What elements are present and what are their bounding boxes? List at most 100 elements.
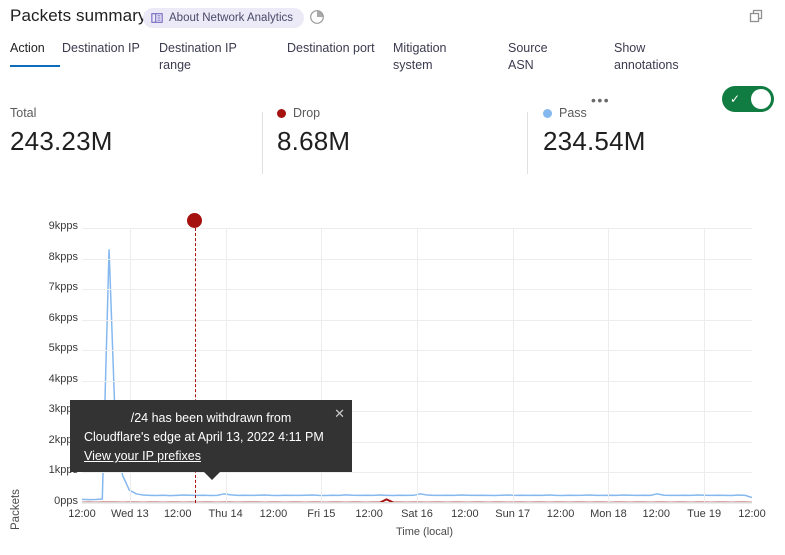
x-axis-ticks: 12:00 Wed 13 12:00 Thu 14 12:00 Fri 15 12:00 Sa… <box>0 508 785 526</box>
clock-pie-icon[interactable] <box>309 9 325 25</box>
gridline-vertical <box>129 228 131 503</box>
close-icon[interactable]: ✕ <box>334 406 345 421</box>
x-axis-tick: Wed 13 <box>110 508 149 520</box>
tab-action[interactable]: Action <box>10 40 60 67</box>
filter-tab-bar: Action Destination IP Destination IP ran… <box>0 40 785 112</box>
y-axis-tick: 9kpps <box>48 220 78 232</box>
tab-label: Source ASN <box>508 41 548 72</box>
x-axis-tick: Fri 15 <box>307 508 336 520</box>
tab-show-annotations[interactable]: Show annotations <box>614 40 698 78</box>
stat-divider <box>527 112 528 174</box>
more-options-icon[interactable]: ••• <box>591 92 611 108</box>
stat-pass-value: 234.54M <box>543 126 646 156</box>
y-axis-tick: 8kpps <box>48 250 78 263</box>
gridline-vertical <box>321 228 323 503</box>
show-annotations-toggle[interactable]: ✓ <box>722 86 774 112</box>
x-axis-label-text: Time (local) <box>395 526 454 538</box>
x-axis-tick: 12:00 <box>451 508 479 520</box>
tab-label: Destination IP <box>62 41 140 55</box>
stat-label: Total <box>10 106 113 120</box>
gridline-horizontal <box>82 228 752 229</box>
x-axis-tick: Thu 14 <box>208 508 243 520</box>
x-axis-line <box>82 502 752 503</box>
stat-total-label: Total <box>10 106 37 120</box>
annotation-dashed-line <box>194 228 196 503</box>
y-axis-tick: 6kpps <box>48 311 78 324</box>
gridline-horizontal <box>82 472 752 474</box>
summary-stats: Total 243.23M Drop 8.68M Pass 234.54M <box>0 106 785 178</box>
tab-label: Mitigation system <box>393 41 447 72</box>
stat-pass: Pass 234.54M <box>543 106 646 157</box>
stat-drop-value: 8.68M <box>277 126 351 156</box>
stat-label: Drop <box>277 106 350 120</box>
y-axis-tick: 0pps <box>54 495 78 507</box>
packets-timeseries-chart: Packets 0pps 1kpps 2kpps 3kpps 4kpps 5kpps 6kp… <box>0 200 785 555</box>
gridline-vertical <box>417 228 418 503</box>
x-axis-tick: 12:00 <box>738 508 766 520</box>
tab-source-asn[interactable]: Source ASN <box>508 40 570 78</box>
gridline-vertical <box>512 228 514 503</box>
y-axis-tick: 2kpps <box>48 433 78 446</box>
gridline-horizontal <box>82 319 752 321</box>
about-network-analytics-badge[interactable]: About Network Analytics <box>143 8 305 28</box>
gridline-vertical <box>704 228 706 503</box>
view-ip-prefixes-link[interactable]: View your IP prefixes <box>84 449 201 463</box>
gridline-horizontal <box>82 350 752 352</box>
x-axis-tick: Mon 18 <box>590 508 627 520</box>
x-axis-label: Time (local) <box>0 526 785 538</box>
stat-total-value: 243.23M <box>10 126 113 156</box>
copy-window-icon[interactable] <box>748 8 766 26</box>
tooltip-line-1: /24 has been withdrawn from <box>130 411 292 425</box>
x-axis-tick: Tue 19 <box>687 508 722 520</box>
page-title: Packets summary <box>10 6 147 25</box>
tab-label: Show annotations <box>614 41 679 72</box>
gridline-horizontal <box>82 380 752 382</box>
chart-plot-area[interactable] <box>82 213 752 504</box>
stat-drop-label: Drop <box>293 106 321 120</box>
x-axis-tick: 12:00 <box>259 508 288 520</box>
stat-drop: Drop 8.68M <box>277 106 350 157</box>
y-axis-tick: 1kpps <box>48 464 78 477</box>
stat-total: Total 243.23M <box>10 106 113 157</box>
stat-label: Pass <box>543 106 646 120</box>
pass-legend-dot <box>543 108 552 118</box>
gridline-horizontal <box>82 258 752 260</box>
tab-active-underline <box>10 65 60 67</box>
gridline-horizontal <box>82 503 752 504</box>
y-axis-ticks: 0pps 1kpps 2kpps 3kpps 4kpps 5kpps 6kpps 7kpps 8… <box>8 200 78 520</box>
x-axis-tick: 12:00 <box>163 508 192 520</box>
tab-mitigation-system[interactable]: Mitigation system <box>393 40 473 78</box>
tab-destination-port[interactable]: Destination port <box>287 40 375 61</box>
drop-legend-dot <box>277 108 286 118</box>
annotation-tooltip: ✕ /24 has been withdrawn from Cloudflare… <box>70 400 352 480</box>
gridline-horizontal <box>82 441 752 443</box>
about-badge-label: About Network Analytics <box>169 12 294 24</box>
y-axis-tick: 3kpps <box>48 403 78 416</box>
gridline-horizontal <box>82 289 752 291</box>
book-icon <box>151 12 163 24</box>
stat-divider <box>262 112 263 174</box>
tooltip-line-2: Cloudflare's edge at April 13, 2022 4:11… <box>84 430 324 444</box>
tab-label: Destination IP range <box>159 41 237 72</box>
y-axis-tick: 4kpps <box>48 372 78 385</box>
gridline-horizontal <box>82 411 752 413</box>
gridline-vertical <box>608 228 610 503</box>
x-axis-tick: 12:00 <box>642 508 671 520</box>
stat-pass-label: Pass <box>559 106 587 120</box>
x-axis-tick: Sat 16 <box>401 508 433 520</box>
x-axis-tick: 12:00 <box>355 508 383 520</box>
tooltip-arrow <box>204 472 220 480</box>
annotation-marker-dot[interactable] <box>187 213 203 228</box>
x-axis-tick: Sun 17 <box>495 508 531 520</box>
panel-header: Packets summary About Network Analytics <box>0 0 785 38</box>
tab-label: Action <box>10 41 45 55</box>
tab-destination-ip[interactable]: Destination IP <box>62 40 144 61</box>
x-axis-tick: 12:00 <box>546 508 575 520</box>
x-axis-tick: 12:00 <box>68 508 96 520</box>
toggle-knob <box>751 89 771 109</box>
y-axis-tick: 7kpps <box>48 281 78 294</box>
toggle-check-icon: ✓ <box>730 92 741 106</box>
y-axis-tick: 5kpps <box>48 342 78 355</box>
tab-destination-ip-range[interactable]: Destination IP range <box>159 40 255 78</box>
